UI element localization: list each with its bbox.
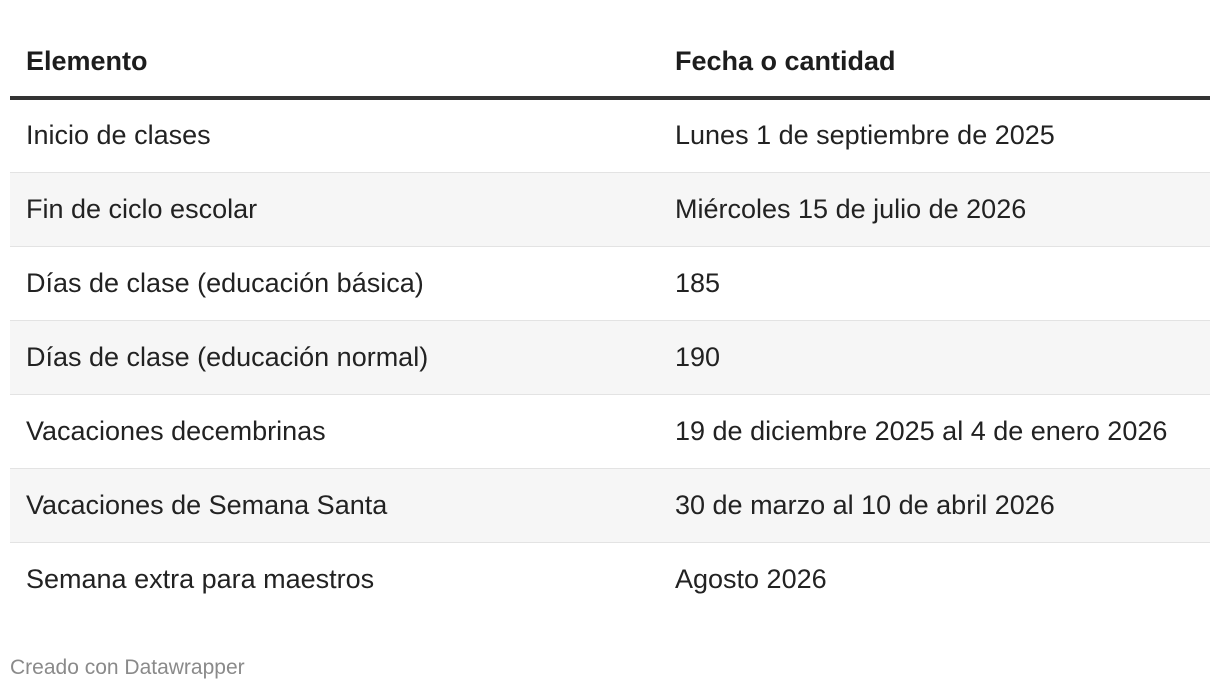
column-header-element[interactable]: Elemento — [10, 26, 659, 100]
table-row: Vacaciones de Semana Santa 30 de marzo a… — [10, 468, 1210, 543]
table-row: Días de clase (educación normal) 190 — [10, 320, 1210, 395]
table-cell-value: Lunes 1 de septiembre de 2025 — [659, 98, 1210, 173]
table-row: Inicio de clases Lunes 1 de septiembre d… — [10, 98, 1210, 173]
table-row: Fin de ciclo escolar Miércoles 15 de jul… — [10, 172, 1210, 247]
table-cell-element: Días de clase (educación normal) — [10, 320, 659, 395]
table-row: Vacaciones decembrinas 19 de diciembre 2… — [10, 394, 1210, 469]
column-header-date-or-quantity[interactable]: Fecha o cantidad — [659, 26, 1210, 100]
table-cell-element: Vacaciones decembrinas — [10, 394, 659, 469]
table-cell-value: 185 — [659, 246, 1210, 321]
table-cell-value: Miércoles 15 de julio de 2026 — [659, 172, 1210, 247]
datawrapper-credit-link[interactable]: Creado con Datawrapper — [10, 656, 245, 679]
table-cell-element: Semana extra para maestros — [26, 563, 375, 594]
table-cell-value: 19 de diciembre 2025 al 4 de enero 2026 — [659, 394, 1210, 469]
data-table: Elemento Fecha o cantidad Inicio de clas… — [10, 26, 1210, 616]
table-cell-value: 190 — [659, 320, 1210, 395]
table-cell-element: Inicio de clases — [10, 98, 659, 173]
table-cell-value: 30 de marzo al 10 de abril 2026 — [659, 468, 1210, 543]
table-cell-element: Vacaciones de Semana Santa — [10, 468, 659, 543]
table-cell-element: Días de clase (educación básica) — [10, 246, 659, 321]
table-header-row: Elemento Fecha o cantidad — [10, 26, 1210, 100]
data-table-container: Elemento Fecha o cantidad Inicio de clas… — [10, 26, 1210, 616]
table-row: Semana extra para maestros Agosto 2026 — [10, 542, 1210, 616]
table-cell-value: Agosto 2026 — [675, 563, 827, 594]
table-row: Días de clase (educación básica) 185 — [10, 246, 1210, 321]
table-cell-element: Fin de ciclo escolar — [10, 172, 659, 247]
